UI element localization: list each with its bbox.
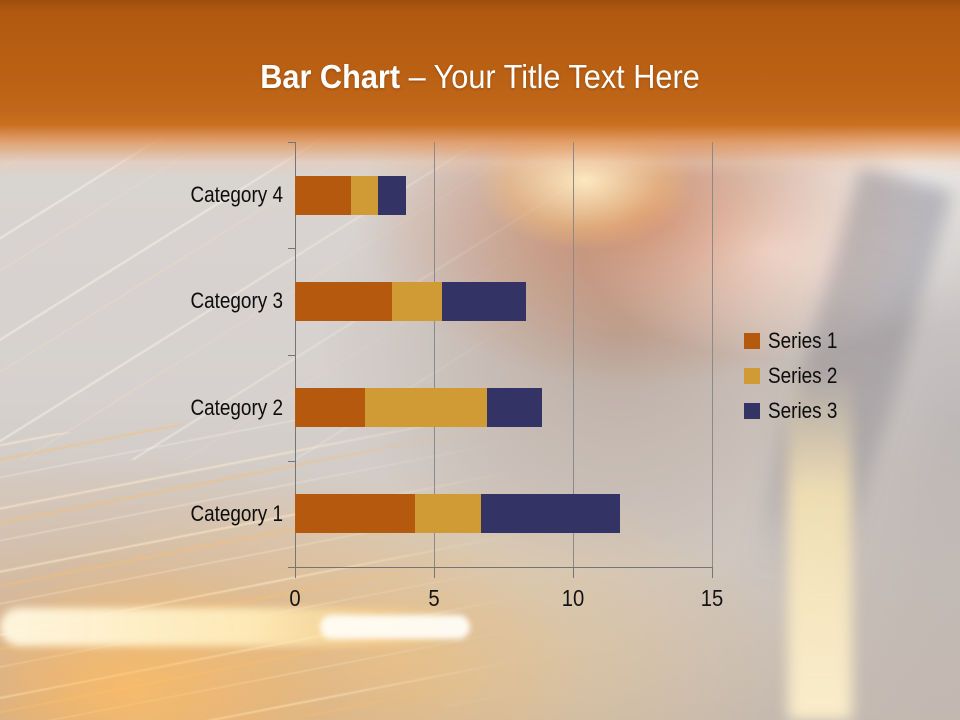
legend-label-series-1: Series 1 bbox=[768, 328, 838, 353]
bar-category-4 bbox=[295, 175, 712, 215]
bar-segment-series-1-category-2 bbox=[295, 388, 365, 428]
category-axis-labels: Category 4 Category 3 Category 2 Category 1 bbox=[128, 142, 283, 567]
value-axis-labels: 0 5 10 15 bbox=[289, 585, 723, 615]
bar-segment-series-3-category-2 bbox=[486, 388, 543, 428]
y-axis-tick bbox=[288, 142, 295, 143]
y-axis-tick bbox=[288, 248, 295, 250]
vertical-light-streak bbox=[788, 370, 852, 720]
gridline-15 bbox=[712, 142, 713, 567]
legend-swatch-series-1 bbox=[744, 333, 760, 349]
x-tick-label-15: 15 bbox=[700, 585, 724, 611]
legend-swatch-series-3 bbox=[744, 403, 760, 419]
x-axis-tick-5 bbox=[434, 568, 435, 578]
gridline-10 bbox=[573, 142, 574, 567]
x-axis-tick-0 bbox=[295, 568, 296, 578]
y-axis-tick bbox=[288, 460, 295, 462]
bar-segment-series-3-category-1 bbox=[481, 494, 621, 534]
legend-item-series-1: Series 1 bbox=[744, 328, 849, 353]
bar-segment-series-1-category-3 bbox=[295, 281, 393, 321]
bar-category-1 bbox=[295, 494, 712, 534]
bar-segment-series-2-category-4 bbox=[350, 175, 379, 215]
x-axis-line bbox=[295, 567, 713, 568]
header-band bbox=[0, 0, 960, 178]
x-tick-label-10: 10 bbox=[561, 585, 585, 611]
bar-category-3 bbox=[295, 281, 712, 321]
plot-area bbox=[288, 142, 713, 578]
legend-label-series-3: Series 3 bbox=[768, 398, 838, 423]
bar-category-2 bbox=[295, 388, 712, 428]
bar-segment-series-3-category-4 bbox=[378, 175, 407, 215]
category-label-category-4: Category 4 bbox=[190, 182, 283, 208]
category-label-category-1: Category 1 bbox=[190, 500, 283, 526]
bar-segment-series-3-category-3 bbox=[442, 281, 526, 321]
legend-swatch-series-2 bbox=[744, 368, 760, 384]
x-axis-tick-10 bbox=[573, 568, 574, 578]
gridline-5 bbox=[434, 142, 435, 567]
category-label-category-2: Category 2 bbox=[190, 394, 283, 420]
title-regular-part: – Your Title Text Here bbox=[408, 58, 700, 95]
bar-segment-series-2-category-1 bbox=[414, 494, 482, 534]
chart-legend: Series 1 Series 2 Series 3 bbox=[744, 328, 849, 435]
bar-segment-series-1-category-1 bbox=[295, 494, 415, 534]
category-label-category-3: Category 3 bbox=[190, 288, 283, 314]
bar-segment-series-2-category-2 bbox=[364, 388, 487, 428]
y-axis-tick bbox=[288, 567, 295, 568]
x-tick-label-5: 5 bbox=[428, 585, 440, 611]
bar-segment-series-2-category-3 bbox=[392, 281, 443, 321]
y-axis-tick bbox=[288, 354, 295, 356]
slide-title: Bar Chart – Your Title Text Here bbox=[34, 54, 927, 100]
title-bold-part: Bar Chart bbox=[260, 58, 401, 95]
legend-label-series-2: Series 2 bbox=[768, 363, 838, 388]
grinding-spark-core bbox=[320, 615, 470, 639]
x-tick-label-0: 0 bbox=[289, 585, 301, 611]
bar-segment-series-1-category-4 bbox=[295, 175, 351, 215]
value-axis-line bbox=[295, 142, 296, 567]
legend-item-series-2: Series 2 bbox=[744, 363, 849, 388]
x-axis-tick-15 bbox=[712, 568, 713, 578]
legend-item-series-3: Series 3 bbox=[744, 398, 849, 423]
